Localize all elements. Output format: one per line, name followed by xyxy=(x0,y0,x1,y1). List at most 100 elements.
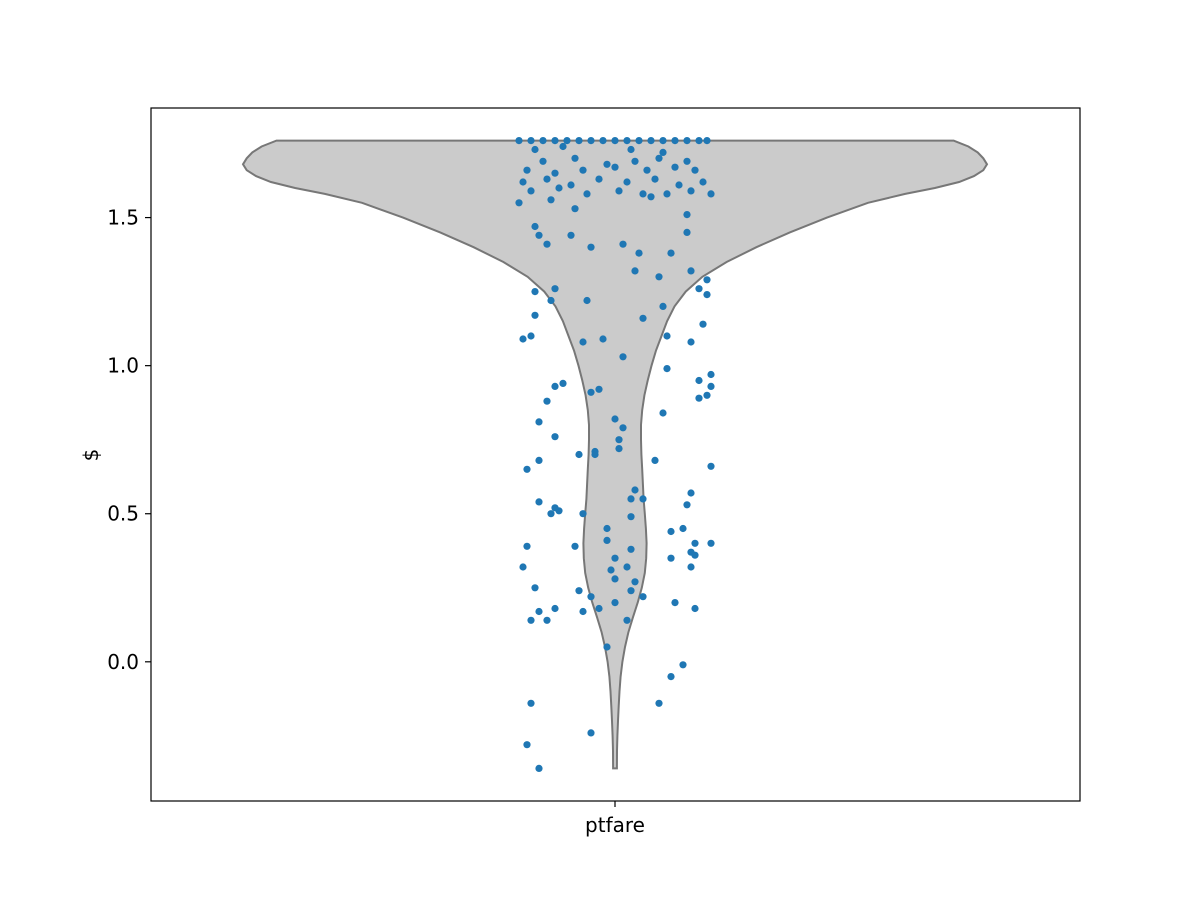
data-point xyxy=(667,527,675,536)
data-point xyxy=(611,599,619,607)
data-point xyxy=(683,157,691,165)
data-point xyxy=(631,578,639,586)
data-point xyxy=(515,199,523,207)
data-point xyxy=(543,397,551,405)
data-point xyxy=(527,137,535,145)
data-point xyxy=(627,545,635,553)
data-point xyxy=(579,338,587,346)
data-point xyxy=(611,554,619,562)
data-point xyxy=(579,607,587,616)
data-point xyxy=(659,409,667,417)
data-point xyxy=(619,424,627,432)
data-point xyxy=(619,353,627,361)
data-point xyxy=(611,137,619,145)
data-point xyxy=(603,536,611,545)
data-point xyxy=(651,456,659,464)
data-point xyxy=(695,285,703,293)
data-point xyxy=(687,563,695,571)
data-point xyxy=(603,160,611,168)
data-point xyxy=(531,311,539,319)
y-axis-label: $ xyxy=(79,449,103,462)
data-point xyxy=(691,604,699,613)
data-point xyxy=(535,607,543,616)
data-point xyxy=(583,190,591,198)
data-point xyxy=(639,495,647,503)
data-point xyxy=(683,137,691,145)
data-point xyxy=(587,729,595,737)
data-point xyxy=(675,181,683,189)
data-point xyxy=(547,296,555,305)
data-point xyxy=(567,231,575,239)
data-point xyxy=(551,169,559,177)
data-point xyxy=(571,542,579,550)
data-point xyxy=(595,175,603,183)
y-tick-label: 0.0 xyxy=(107,650,139,674)
data-point xyxy=(591,447,599,456)
data-point xyxy=(587,243,595,251)
data-point xyxy=(575,587,583,595)
data-point xyxy=(535,764,543,773)
y-tick-label: 1.0 xyxy=(107,354,139,378)
data-point xyxy=(651,175,659,183)
y-tick-label: 1.5 xyxy=(107,206,139,230)
data-point xyxy=(615,436,623,444)
data-point xyxy=(551,504,559,512)
data-point xyxy=(659,148,667,156)
data-point xyxy=(687,267,695,275)
data-point xyxy=(527,332,535,340)
data-point xyxy=(611,415,619,423)
data-point xyxy=(587,137,595,145)
data-point xyxy=(671,163,679,171)
data-point xyxy=(551,137,559,145)
data-point xyxy=(627,513,635,521)
data-point xyxy=(687,489,695,497)
data-point xyxy=(607,566,615,574)
data-point xyxy=(707,382,715,390)
data-point xyxy=(643,166,651,174)
data-point xyxy=(679,661,687,669)
data-point xyxy=(703,291,711,299)
data-point xyxy=(551,285,559,293)
data-point xyxy=(663,365,671,373)
data-point xyxy=(535,456,543,464)
x-tick-label-ptfare: ptfare xyxy=(585,813,645,837)
data-point xyxy=(531,222,539,231)
data-point xyxy=(623,563,631,571)
strip-points xyxy=(515,137,715,773)
data-point xyxy=(707,462,715,470)
data-point xyxy=(559,379,567,387)
data-point xyxy=(579,510,587,518)
data-point xyxy=(531,584,539,592)
data-point xyxy=(683,228,691,236)
data-point xyxy=(559,142,567,151)
data-point xyxy=(539,157,547,165)
data-point xyxy=(555,184,563,192)
data-point xyxy=(655,699,663,707)
data-point xyxy=(691,166,699,174)
data-point xyxy=(687,187,695,195)
data-point xyxy=(627,587,635,595)
data-point xyxy=(535,231,543,239)
data-point xyxy=(543,616,551,624)
data-point xyxy=(671,599,679,607)
data-point xyxy=(635,137,643,145)
y-tick-label: 0.5 xyxy=(107,502,139,526)
data-point xyxy=(627,145,635,154)
data-point xyxy=(683,211,691,219)
data-point xyxy=(531,288,539,296)
data-point xyxy=(539,137,547,145)
data-point xyxy=(535,498,543,506)
data-point xyxy=(635,249,643,257)
data-point xyxy=(691,539,699,547)
data-point xyxy=(575,137,583,145)
data-point xyxy=(639,593,647,601)
data-point xyxy=(543,240,551,248)
data-point xyxy=(551,433,559,441)
violin-body xyxy=(241,139,989,770)
data-point xyxy=(523,465,531,473)
data-point xyxy=(575,450,583,459)
data-point xyxy=(659,302,667,310)
data-point xyxy=(679,524,687,533)
data-point xyxy=(671,137,679,145)
